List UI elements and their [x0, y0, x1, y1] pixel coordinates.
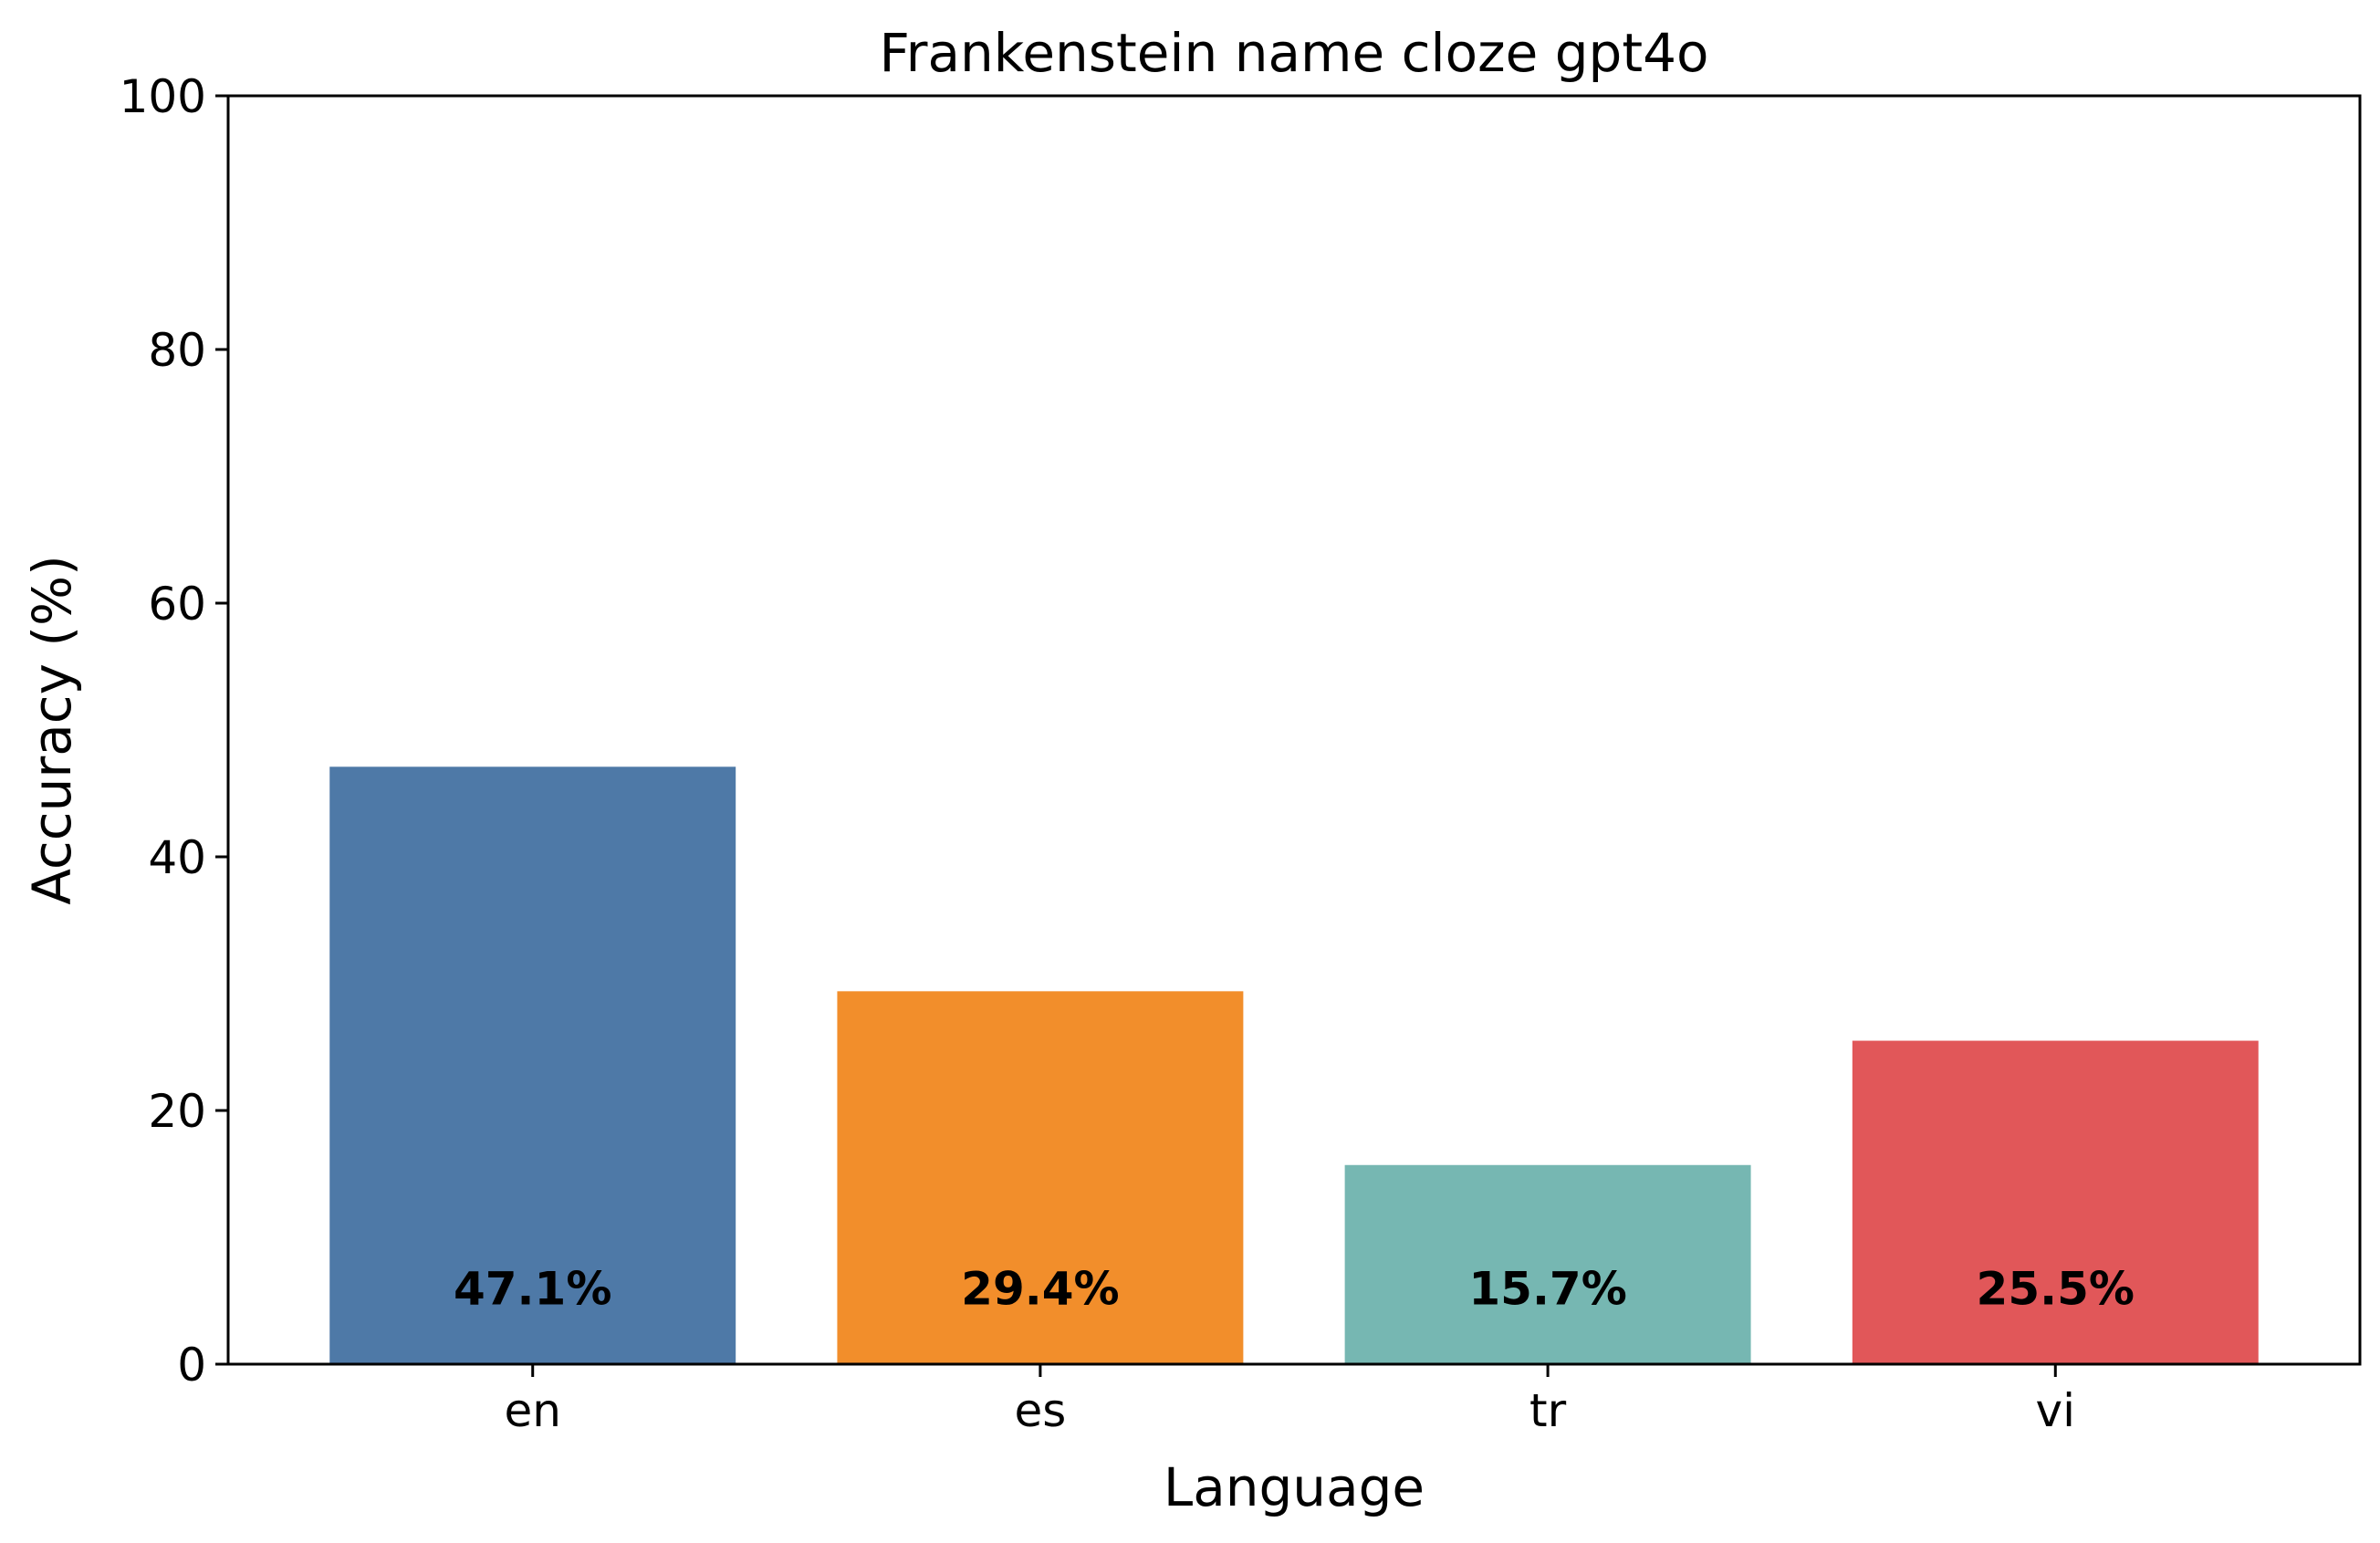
- plot-frame: [226, 94, 2362, 1366]
- y-axis-ticks: 0 20 40 60 80 100: [120, 70, 228, 1392]
- bar-vi: [1852, 1040, 2259, 1364]
- bars-group: 47.1% 29.4% 15.7% 25.5%: [329, 766, 2259, 1364]
- y-axis-label: Accuracy (%): [21, 555, 83, 905]
- bar-en: [329, 766, 736, 1364]
- bar-tr: [1344, 1164, 1751, 1364]
- data-label-es: 29.4%: [961, 1263, 1119, 1316]
- x-tick-label-tr: tr: [1529, 1384, 1567, 1437]
- y-tick-label: 40: [148, 831, 206, 884]
- x-tick-label-es: es: [1014, 1384, 1066, 1437]
- x-tick-label-en: en: [504, 1384, 560, 1437]
- chart-title: Frankenstein name cloze gpt4o: [880, 22, 1709, 84]
- data-label-en: 47.1%: [454, 1263, 611, 1316]
- y-tick-label: 0: [177, 1339, 206, 1392]
- data-label-tr: 15.7%: [1468, 1263, 1626, 1316]
- x-axis-ticks: en es tr vi: [504, 1364, 2075, 1437]
- bar-es: [837, 991, 1244, 1364]
- data-label-vi: 25.5%: [1977, 1263, 2135, 1316]
- y-tick-label: 20: [148, 1085, 206, 1138]
- x-axis-label: Language: [1164, 1456, 1425, 1518]
- y-tick-label: 80: [148, 324, 206, 377]
- x-tick-label-vi: vi: [2036, 1384, 2075, 1437]
- y-tick-label: 100: [120, 70, 206, 123]
- y-tick-label: 60: [148, 578, 206, 631]
